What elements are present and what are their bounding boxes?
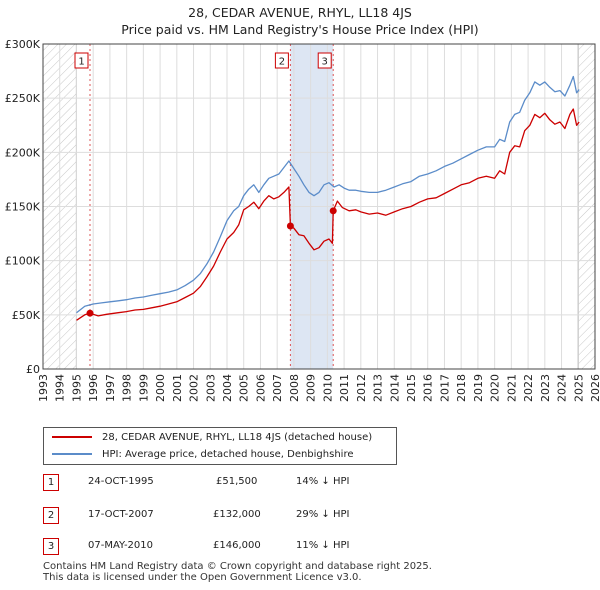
x-tick-label: 2000 <box>154 374 167 402</box>
marker-badge <box>74 52 89 69</box>
legend-item-hpi: HPI: Average price, detached house, Denb… <box>52 446 353 462</box>
transaction-number: 3 <box>43 538 59 555</box>
x-tick-label: 2009 <box>305 374 318 402</box>
x-tick-label: 2025 <box>572 374 585 402</box>
y-tick-label: £100K <box>5 255 41 268</box>
x-tick-label: 2022 <box>522 374 535 402</box>
transaction-hpi: 11% ↓ HPI <box>296 540 350 551</box>
x-tick-label: 1999 <box>137 374 150 402</box>
x-tick-label: 1994 <box>54 374 67 402</box>
x-tick-label: 1996 <box>87 374 100 402</box>
marker-badge <box>274 52 289 69</box>
legend-hpi-swatch <box>52 453 92 455</box>
y-tick-label: £50K <box>12 309 41 322</box>
x-tick-label: 2021 <box>505 374 518 402</box>
y-tick-label: £200K <box>5 146 41 159</box>
x-tick-label: 2004 <box>221 374 234 402</box>
price-chart: 1 2 3 £0 £50K £100K £150K £200K £250K £300K 1993 1… <box>5 38 600 402</box>
footer-copyright: Contains HM Land Registry data © Crown c… <box>43 561 432 572</box>
x-tick-label: 1998 <box>121 374 134 402</box>
x-tick-label: 2008 <box>288 374 301 402</box>
x-tick-label: 2012 <box>355 374 368 402</box>
x-tick-label: 2013 <box>372 374 385 402</box>
marker-label: 2 <box>279 57 285 68</box>
marker-badge <box>317 52 332 69</box>
legend-hpi-label: HPI: Average price, detached house, Denb… <box>102 448 354 460</box>
footer-licence: This data is licensed under the Open Gov… <box>43 572 362 583</box>
marker-label: 3 <box>322 57 328 68</box>
transaction-hpi: 29% ↓ HPI <box>296 509 350 520</box>
y-tick-label: £300K <box>5 38 41 51</box>
x-tick-label: 2001 <box>171 374 184 402</box>
transaction-date: 17-OCT-2007 <box>88 509 154 520</box>
hpi-series-line <box>76 75 580 314</box>
sale-point <box>329 207 337 215</box>
x-tick-label: 2026 <box>589 374 600 402</box>
x-tick-label: 2003 <box>204 374 217 402</box>
x-tick-label: 2010 <box>321 374 334 402</box>
transaction-number: 2 <box>43 507 59 524</box>
x-tick-label: 2016 <box>422 374 435 402</box>
legend-item-price: 28, CEDAR AVENUE, RHYL, LL18 4JS (detach… <box>52 429 372 445</box>
plot-frame <box>42 43 596 370</box>
y-tick-label: £0 <box>26 363 40 376</box>
legend: 28, CEDAR AVENUE, RHYL, LL18 4JS (detach… <box>43 427 397 465</box>
x-tick-label: 2023 <box>539 374 552 402</box>
x-tick-label: 2005 <box>238 374 251 402</box>
legend-price-label: 28, CEDAR AVENUE, RHYL, LL18 4JS (detach… <box>102 431 373 443</box>
price-series-line <box>76 108 580 321</box>
y-tick-label: £250K <box>5 92 41 105</box>
transaction-price: £132,000 <box>213 509 261 520</box>
x-tick-label: 1995 <box>70 374 83 402</box>
x-tick-label: 2019 <box>472 374 485 402</box>
x-tick-label: 2020 <box>489 374 502 402</box>
transaction-date: 07-MAY-2010 <box>88 540 154 551</box>
x-tick-label: 2024 <box>556 374 569 402</box>
chart-subtitle: Price paid vs. HM Land Registry's House … <box>121 22 479 37</box>
x-tick-label: 2014 <box>388 374 401 402</box>
y-tick-label: £150K <box>5 201 41 214</box>
x-tick-label: 2006 <box>254 374 267 402</box>
x-tick-label: 2017 <box>438 374 451 402</box>
x-tick-label: 1993 <box>37 374 50 402</box>
x-tick-label: 2002 <box>188 374 201 402</box>
x-tick-label: 1997 <box>104 374 117 402</box>
x-tick-label: 2015 <box>405 374 418 402</box>
transaction-hpi: 14% ↓ HPI <box>296 476 350 487</box>
transaction-date: 24-OCT-1995 <box>88 476 154 487</box>
x-tick-label: 2018 <box>455 374 468 402</box>
transaction-price: £51,500 <box>216 476 258 487</box>
chart-title: 28, CEDAR AVENUE, RHYL, LL18 4JS <box>188 5 412 20</box>
sale-point <box>86 309 94 317</box>
legend-price-swatch <box>52 436 92 438</box>
x-tick-label: 2007 <box>271 374 284 402</box>
marker-label: 1 <box>78 57 84 68</box>
transaction-number: 1 <box>43 474 59 491</box>
x-tick-label: 2011 <box>338 374 351 402</box>
sale-point <box>286 222 294 230</box>
transaction-price: £146,000 <box>213 540 261 551</box>
